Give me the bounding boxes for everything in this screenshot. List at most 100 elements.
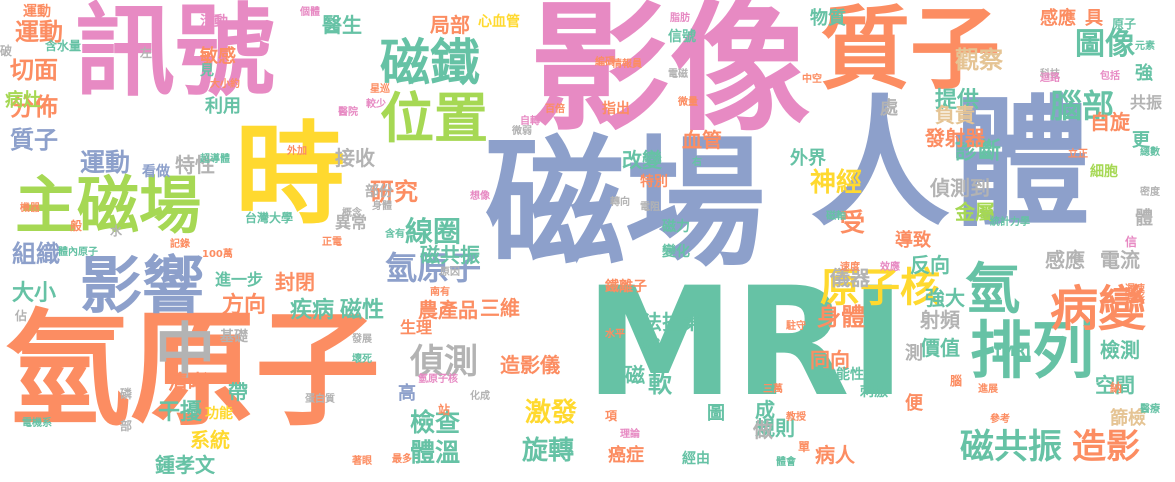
cloud-word: 氫原子	[5, 298, 380, 443]
cloud-word: 病人	[815, 443, 855, 467]
cloud-word: 特性	[175, 153, 215, 177]
cloud-word: 磁性	[340, 298, 385, 323]
cloud-word: 體溫	[410, 438, 461, 467]
cloud-word: 同向	[810, 348, 850, 372]
cloud-word: 導致	[895, 230, 931, 251]
cloud-word: 方向	[222, 293, 267, 318]
cloud-word: 部	[120, 419, 133, 433]
cloud-word: 受	[840, 208, 866, 237]
cloud-word: 左	[140, 46, 153, 60]
cloud-word: 微量	[678, 97, 698, 108]
cloud-word: 站	[438, 403, 451, 417]
cloud-word: 理論	[620, 429, 640, 440]
cloud-word: 磁場	[485, 123, 766, 286]
cloud-word: 反向	[910, 253, 950, 277]
cloud-word: 超導體	[200, 154, 230, 165]
cloud-word: 活動	[200, 14, 228, 30]
cloud-word: 空間	[1095, 373, 1135, 397]
cloud-word: 人體	[810, 83, 1091, 246]
cloud-word: 射頻	[920, 308, 960, 332]
cloud-word: 高	[398, 383, 416, 404]
cloud-word: 進展	[978, 384, 998, 395]
cloud-word: 分佈	[10, 93, 58, 121]
cloud-word: 物質	[810, 8, 846, 29]
cloud-word: 規則	[755, 416, 795, 440]
cloud-word: 水	[110, 224, 123, 238]
cloud-word: 農產品	[418, 298, 478, 322]
cloud-word: 進一步	[215, 270, 264, 289]
cloud-word: 電機系	[22, 418, 52, 429]
cloud-word: 血管	[682, 128, 722, 152]
cloud-word: 信號	[668, 29, 696, 45]
cloud-word: 含水量	[45, 39, 82, 53]
cloud-word: 激發	[525, 398, 578, 428]
cloud-word: 三維	[480, 296, 520, 320]
cloud-word: 法拉第	[642, 310, 702, 334]
cloud-word: 轉向	[610, 197, 630, 208]
cloud-word: 中	[155, 317, 215, 387]
cloud-word: 處	[880, 98, 898, 119]
cloud-word: 篩檢	[1110, 408, 1146, 429]
cloud-word: 診斷	[955, 138, 1001, 164]
cloud-word: 旋轉	[522, 436, 575, 466]
cloud-word: 腦部	[1050, 87, 1115, 125]
cloud-word: 科技	[1040, 69, 1060, 80]
cloud-word: 排列	[970, 314, 1095, 387]
cloud-word: 影響	[80, 249, 205, 322]
cloud-word: 質子	[820, 0, 1000, 102]
cloud-word: 情報員	[612, 59, 642, 70]
cloud-word: 位置	[380, 87, 488, 150]
cloud-word: 參考	[990, 414, 1010, 425]
cloud-word: 自旋	[1090, 110, 1130, 134]
cloud-word: 南有	[430, 287, 450, 298]
cloud-word: 氫原子核	[418, 374, 458, 385]
cloud-word: 醫院	[338, 107, 358, 118]
cloud-word: 研究	[370, 178, 418, 206]
cloud-word: 負責	[935, 103, 975, 127]
cloud-word: 脂肪	[670, 13, 690, 24]
cloud-word: 影像	[530, 0, 811, 151]
cloud-word: 體	[1135, 208, 1153, 229]
cloud-word: 水平	[605, 329, 625, 340]
cloud-word: 見	[200, 63, 214, 79]
cloud-word: 三萬	[763, 384, 783, 395]
cloud-word: 包括	[1100, 71, 1120, 82]
cloud-word: 敏感	[200, 46, 236, 67]
cloud-word: 干擾	[158, 400, 203, 425]
cloud-word: 磁鐵	[380, 34, 480, 92]
cloud-word: 測	[905, 343, 923, 364]
cloud-word: 統計力學	[990, 217, 1030, 228]
cloud-word: 元素	[1135, 41, 1155, 52]
cloud-word: 編碼	[595, 57, 615, 68]
cloud-word: 病變	[1050, 281, 1147, 337]
cloud-word: 磷	[120, 387, 133, 401]
cloud-word: 造影	[1125, 294, 1145, 305]
cloud-word: 組織	[12, 240, 60, 268]
cloud-word: 價值	[920, 336, 960, 360]
cloud-word: 含有	[385, 229, 405, 240]
cloud-word: 最多	[392, 454, 412, 465]
cloud-word: 效應	[880, 262, 900, 273]
cloud-word: 癌症	[608, 445, 644, 466]
cloud-word: 記錄	[170, 239, 190, 250]
cloud-word: 個體	[300, 7, 320, 18]
cloud-word: 右	[692, 157, 702, 168]
cloud-word: 質子	[10, 126, 58, 154]
cloud-word: 心血管	[478, 14, 520, 30]
cloud-word: 機器	[20, 203, 40, 214]
cloud-word: 項	[605, 409, 618, 423]
cloud-word: 鍾孝文	[155, 453, 215, 477]
cloud-word: 時	[235, 111, 345, 239]
cloud-word: 線圈	[405, 215, 462, 248]
cloud-word: 封閉	[275, 270, 315, 294]
cloud-word: 異常	[335, 213, 368, 232]
cloud-word: 切面	[10, 56, 58, 84]
cloud-word: 鐵離子	[605, 279, 647, 295]
cloud-word: 運動	[23, 4, 51, 20]
cloud-word: 軟	[648, 370, 672, 398]
cloud-word: 體會	[776, 457, 796, 468]
cloud-word: 圖	[707, 403, 725, 424]
cloud-word: 納	[1110, 381, 1123, 395]
cloud-word: 單	[798, 440, 811, 454]
